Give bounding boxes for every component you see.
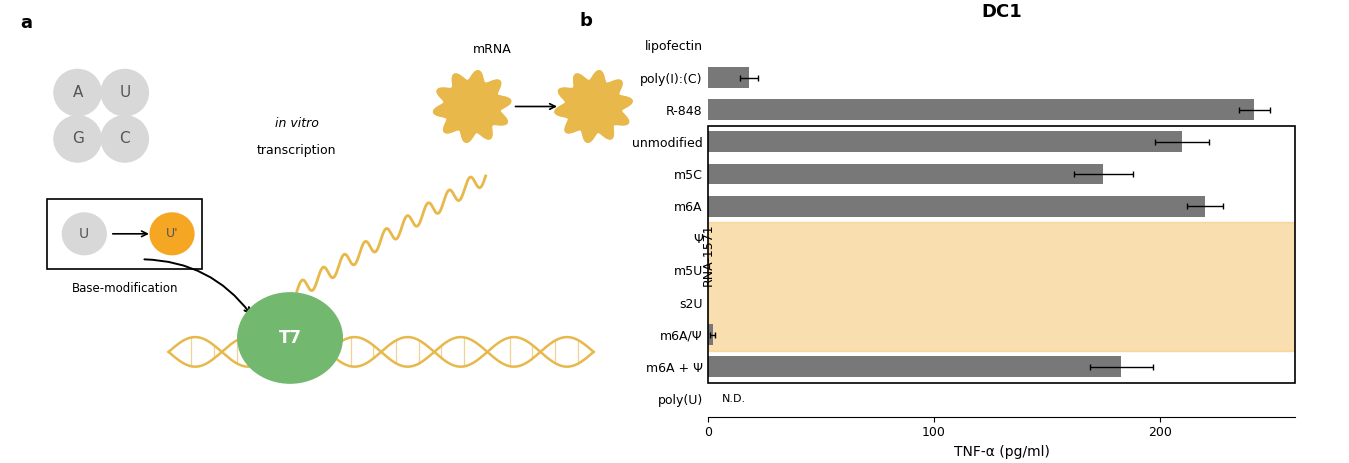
Bar xyxy=(708,99,1255,120)
Polygon shape xyxy=(433,71,511,142)
Text: b: b xyxy=(579,12,592,30)
Bar xyxy=(708,324,712,345)
Text: Base-modification: Base-modification xyxy=(71,282,178,295)
Title: DC1: DC1 xyxy=(981,3,1023,21)
Text: A: A xyxy=(73,85,82,100)
Text: mRNA: mRNA xyxy=(473,43,511,56)
Ellipse shape xyxy=(237,293,343,383)
Bar xyxy=(47,199,202,269)
Ellipse shape xyxy=(54,69,101,116)
Bar xyxy=(708,357,1121,377)
Text: U: U xyxy=(80,227,89,241)
Bar xyxy=(708,196,1205,217)
Bar xyxy=(708,126,1295,383)
Ellipse shape xyxy=(101,69,148,116)
Ellipse shape xyxy=(62,213,107,255)
Text: U: U xyxy=(119,85,131,100)
Polygon shape xyxy=(554,71,633,142)
Text: C: C xyxy=(120,131,130,146)
Text: N.D.: N.D. xyxy=(722,394,746,404)
Text: U': U' xyxy=(166,227,178,240)
Text: in vitro: in vitro xyxy=(275,117,318,130)
Text: a: a xyxy=(20,14,32,32)
Bar xyxy=(708,67,749,88)
Text: G: G xyxy=(71,131,84,146)
Bar xyxy=(708,222,1295,351)
Ellipse shape xyxy=(54,116,101,162)
Ellipse shape xyxy=(150,213,194,255)
Text: T7: T7 xyxy=(278,329,302,347)
Text: transcription: transcription xyxy=(258,144,336,156)
Ellipse shape xyxy=(101,116,148,162)
X-axis label: TNF-α (pg/ml): TNF-α (pg/ml) xyxy=(954,445,1050,459)
Bar xyxy=(708,131,1182,152)
Text: RNA-1571: RNA-1571 xyxy=(701,223,715,286)
Bar xyxy=(708,163,1103,184)
